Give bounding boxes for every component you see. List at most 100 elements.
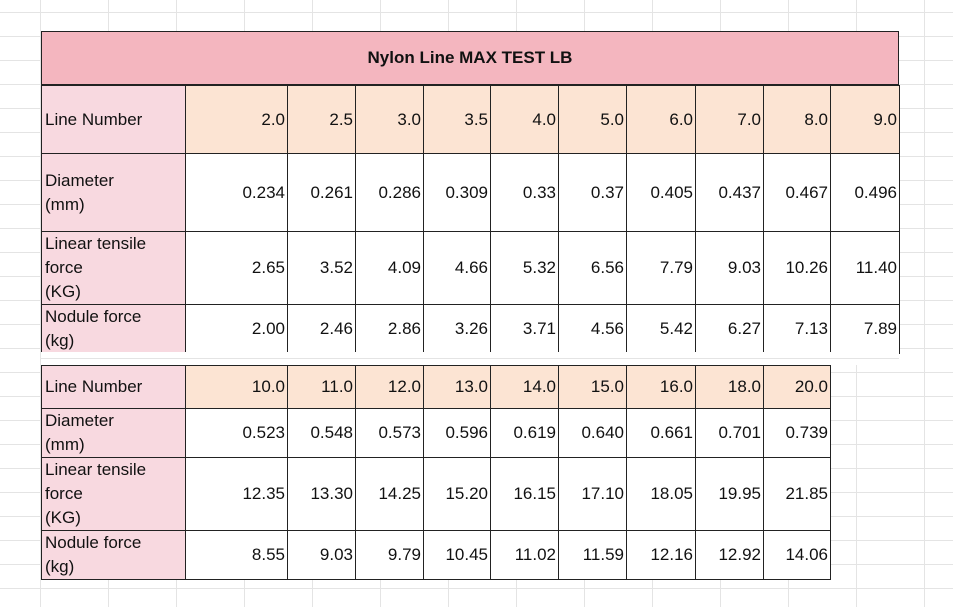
line-number-cell[interactable]: 13.0 — [423, 365, 491, 409]
table-row: Nodule force (kg) 2.00 2.46 2.86 3.26 3.71 4.56… — [41, 304, 900, 354]
table-row: Line Number 10.0 11.0 12.0 13.0 14.0 15.0 16.0 1… — [41, 365, 900, 409]
row-label-cell[interactable]: Line Number — [41, 365, 186, 409]
line-specs-table-1: Line Number 2.0 2.5 3.0 3.5 4.0 5.0 6.0 7.0 8.0 9.… — [41, 85, 900, 354]
value-cell[interactable]: 2.65 — [185, 231, 288, 305]
empty-cell[interactable] — [831, 366, 900, 409]
value-cell[interactable]: 0.548 — [287, 408, 356, 458]
value-cell[interactable]: 2.00 — [185, 304, 288, 354]
value-cell[interactable]: 4.56 — [558, 304, 627, 354]
line-number-cell[interactable]: 11.0 — [287, 365, 356, 409]
line-number-cell[interactable]: 3.5 — [423, 85, 491, 154]
value-cell[interactable]: 0.33 — [490, 153, 559, 232]
row-label-cell[interactable]: Linear tensile force (KG) — [41, 457, 186, 531]
table-row: Linear tensile force (KG) 12.35 13.30 14.25 15… — [41, 457, 900, 531]
value-cell[interactable]: 3.26 — [423, 304, 491, 354]
value-cell[interactable]: 0.523 — [185, 408, 288, 458]
row-label-cell[interactable]: Line Number — [41, 85, 186, 154]
value-cell[interactable]: 5.42 — [626, 304, 696, 354]
row-label-cell[interactable]: Linear tensile force (KG) — [41, 231, 186, 305]
value-cell[interactable]: 19.95 — [695, 457, 764, 531]
value-cell[interactable]: 14.06 — [763, 530, 831, 580]
value-cell[interactable]: 9.79 — [355, 530, 424, 580]
value-cell[interactable]: 0.234 — [185, 153, 288, 232]
table-title[interactable]: Nylon Line MAX TEST LB — [41, 31, 899, 85]
line-number-cell[interactable]: 15.0 — [558, 365, 627, 409]
value-cell[interactable]: 0.261 — [287, 153, 356, 232]
value-cell[interactable]: 0.661 — [626, 408, 696, 458]
line-number-cell[interactable]: 4.0 — [490, 85, 559, 154]
value-cell[interactable]: 10.45 — [423, 530, 491, 580]
value-cell[interactable]: 0.573 — [355, 408, 424, 458]
empty-cell[interactable] — [831, 409, 900, 458]
table-row: Diameter (mm) 0.234 0.261 0.286 0.309 0.33 0.37… — [41, 153, 900, 232]
table-row: Nodule force (kg) 8.55 9.03 9.79 10.45 11.02 11… — [41, 530, 900, 580]
value-cell[interactable]: 0.701 — [695, 408, 764, 458]
value-cell[interactable]: 9.03 — [695, 231, 764, 305]
table-row: Linear tensile force (KG) 2.65 3.52 4.09 4.66 5… — [41, 231, 900, 305]
table-2-body: Line Number 10.0 11.0 12.0 13.0 14.0 15.0 16.0 1… — [41, 365, 900, 580]
value-cell[interactable]: 18.05 — [626, 457, 696, 531]
value-cell[interactable]: 2.46 — [287, 304, 356, 354]
empty-cell[interactable] — [831, 458, 900, 531]
line-number-cell[interactable]: 8.0 — [763, 85, 831, 154]
value-cell[interactable]: 0.619 — [490, 408, 559, 458]
row-label-cell[interactable]: Diameter (mm) — [41, 408, 186, 458]
value-cell[interactable]: 0.286 — [355, 153, 424, 232]
value-cell[interactable]: 0.37 — [558, 153, 627, 232]
value-cell[interactable]: 9.03 — [287, 530, 356, 580]
value-cell[interactable]: 17.10 — [558, 457, 627, 531]
line-number-cell[interactable]: 20.0 — [763, 365, 831, 409]
value-cell[interactable]: 10.26 — [763, 231, 831, 305]
value-cell[interactable]: 0.596 — [423, 408, 491, 458]
line-number-cell[interactable]: 7.0 — [695, 85, 764, 154]
value-cell[interactable]: 12.16 — [626, 530, 696, 580]
line-number-cell[interactable]: 12.0 — [355, 365, 424, 409]
value-cell[interactable]: 12.35 — [185, 457, 288, 531]
line-number-cell[interactable]: 16.0 — [626, 365, 696, 409]
value-cell[interactable]: 14.25 — [355, 457, 424, 531]
line-number-cell[interactable]: 3.0 — [355, 85, 424, 154]
row-label-cell[interactable]: Diameter (mm) — [41, 153, 186, 232]
value-cell[interactable]: 2.86 — [355, 304, 424, 354]
table-row: Diameter (mm) 0.523 0.548 0.573 0.596 0.619 0.6… — [41, 408, 900, 458]
row-label-cell[interactable]: Nodule force (kg) — [41, 304, 186, 354]
value-cell[interactable]: 11.02 — [490, 530, 559, 580]
value-cell[interactable]: 4.66 — [423, 231, 491, 305]
value-cell[interactable]: 0.496 — [830, 153, 900, 232]
line-number-cell[interactable]: 5.0 — [558, 85, 627, 154]
value-cell[interactable]: 8.55 — [185, 530, 288, 580]
value-cell[interactable]: 13.30 — [287, 457, 356, 531]
line-number-cell[interactable]: 2.0 — [185, 85, 288, 154]
value-cell[interactable]: 3.52 — [287, 231, 356, 305]
value-cell[interactable]: 21.85 — [763, 457, 831, 531]
value-cell[interactable]: 0.309 — [423, 153, 491, 232]
row-label-cell[interactable]: Nodule force (kg) — [41, 530, 186, 580]
value-cell[interactable]: 4.09 — [355, 231, 424, 305]
line-number-cell[interactable]: 6.0 — [626, 85, 696, 154]
value-cell[interactable]: 11.59 — [558, 530, 627, 580]
value-cell[interactable]: 6.27 — [695, 304, 764, 354]
line-number-cell[interactable]: 14.0 — [490, 365, 559, 409]
value-cell[interactable]: 0.437 — [695, 153, 764, 232]
line-number-cell[interactable]: 18.0 — [695, 365, 764, 409]
line-number-cell[interactable]: 9.0 — [830, 85, 900, 154]
value-cell[interactable]: 0.739 — [763, 408, 831, 458]
value-cell[interactable]: 5.32 — [490, 231, 559, 305]
value-cell[interactable]: 12.92 — [695, 530, 764, 580]
value-cell[interactable]: 11.40 — [830, 231, 900, 305]
line-number-cell[interactable]: 10.0 — [185, 365, 288, 409]
value-cell[interactable]: 3.71 — [490, 304, 559, 354]
value-cell[interactable]: 6.56 — [558, 231, 627, 305]
value-cell[interactable]: 15.20 — [423, 457, 491, 531]
value-cell[interactable]: 0.467 — [763, 153, 831, 232]
value-cell[interactable]: 16.15 — [490, 457, 559, 531]
value-cell[interactable]: 0.405 — [626, 153, 696, 232]
value-cell[interactable]: 7.89 — [830, 304, 900, 354]
line-number-cell[interactable]: 2.5 — [287, 85, 356, 154]
value-cell[interactable]: 0.640 — [558, 408, 627, 458]
value-cell[interactable]: 7.79 — [626, 231, 696, 305]
value-cell[interactable]: 7.13 — [763, 304, 831, 354]
empty-cell[interactable] — [831, 531, 900, 580]
line-specs-table-2: Line Number 10.0 11.0 12.0 13.0 14.0 15.0 16.0 1… — [41, 365, 900, 580]
